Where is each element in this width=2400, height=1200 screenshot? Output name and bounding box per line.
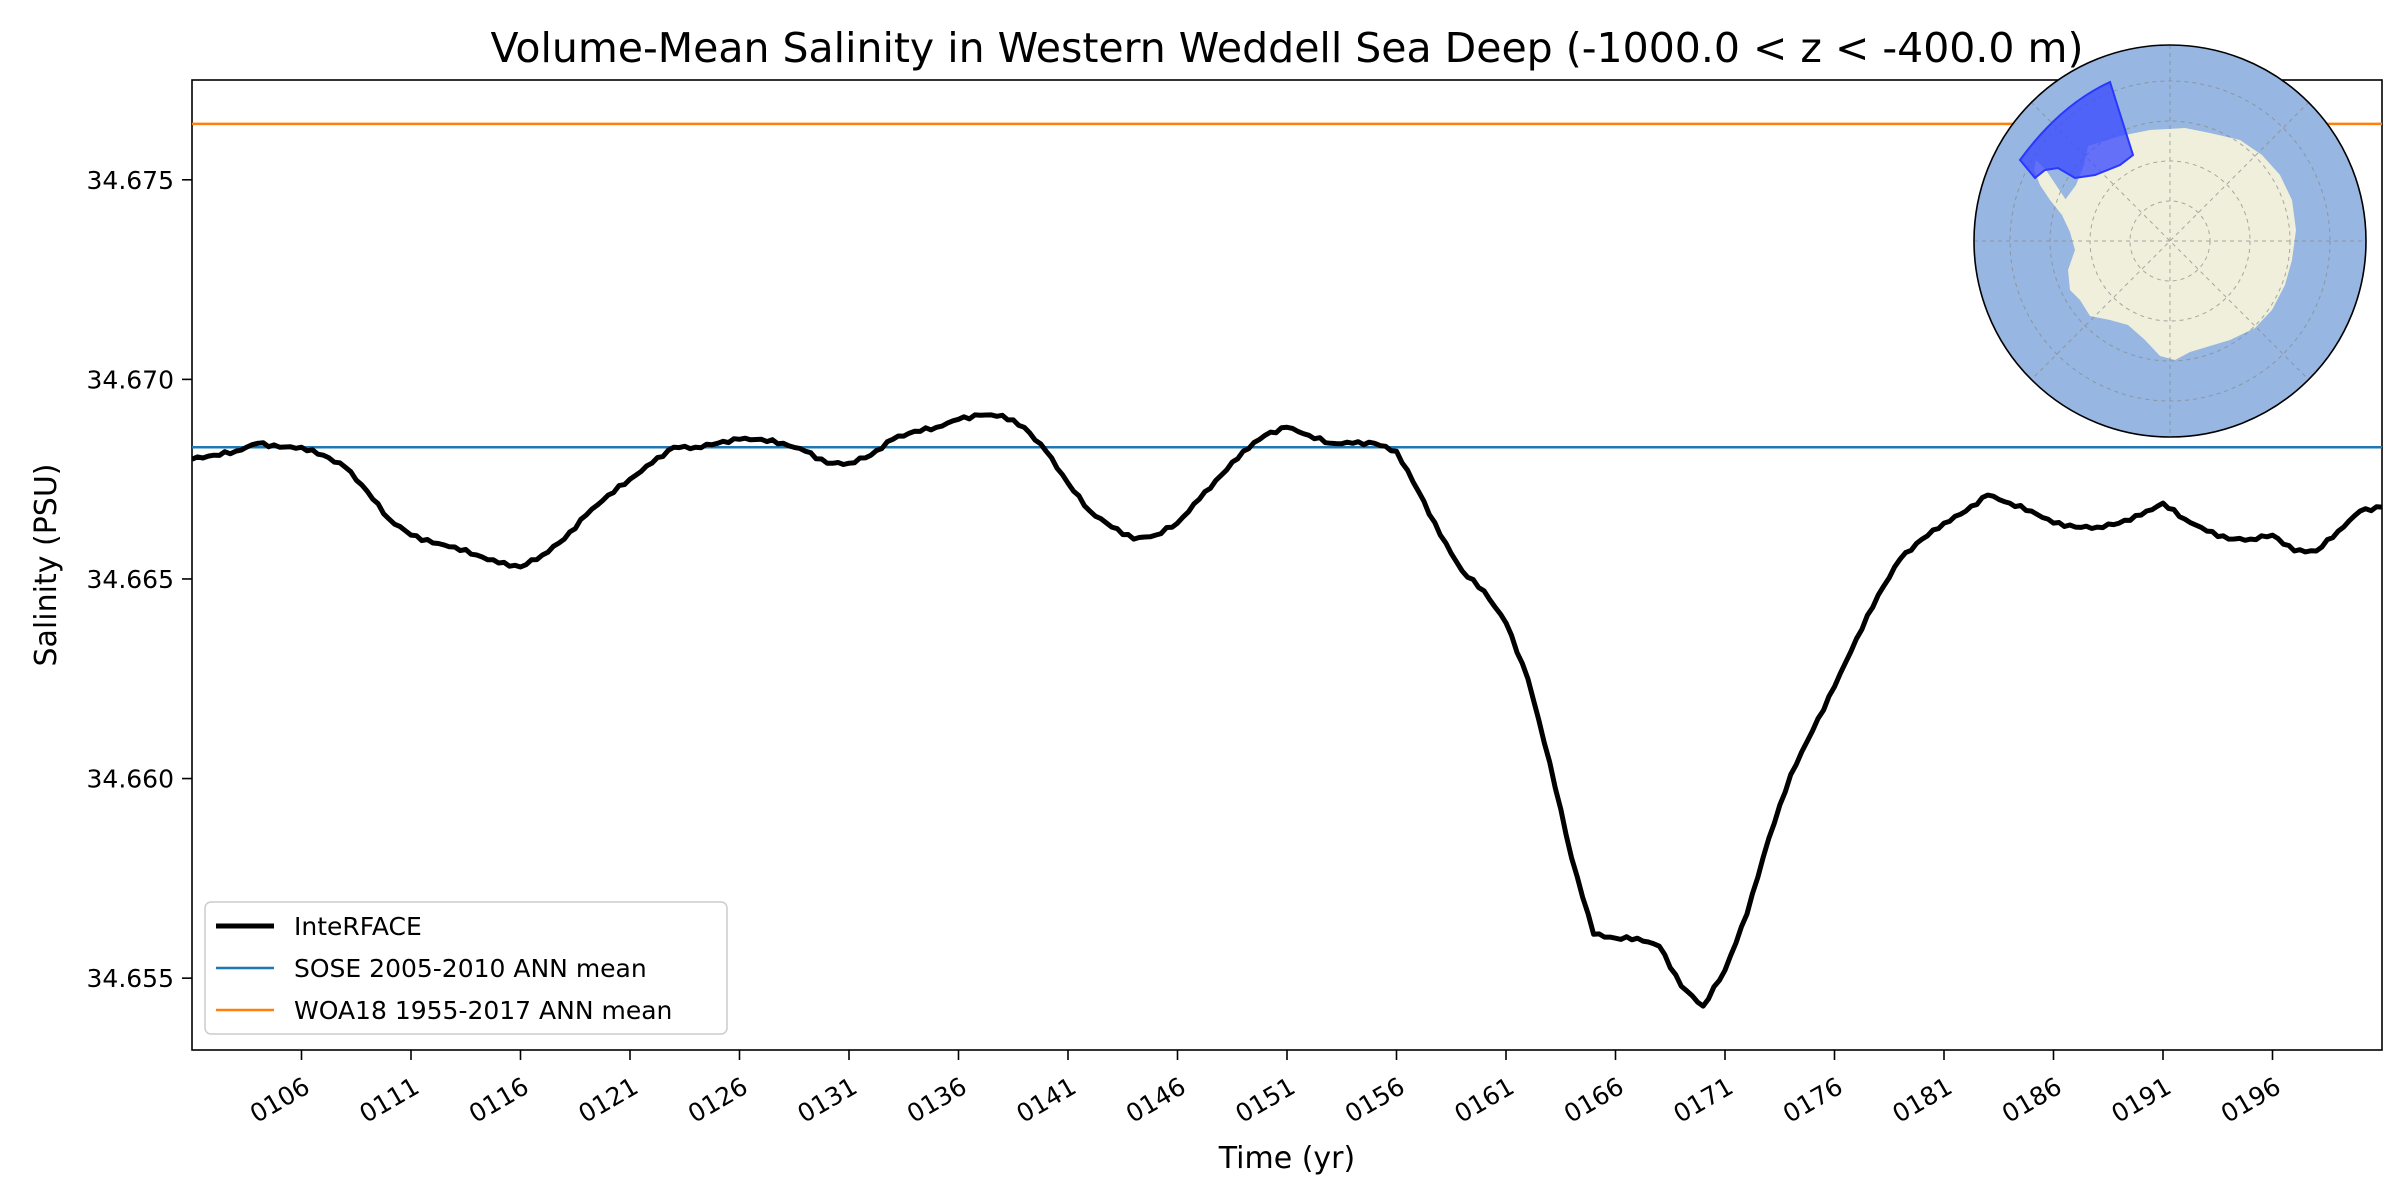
x-tick-label: 0186 bbox=[1997, 1072, 2067, 1129]
x-tick-label: 0116 bbox=[464, 1072, 534, 1129]
map-land bbox=[2062, 128, 2296, 360]
legend: InteRFACE SOSE 2005-2010 ANN mean WOA18 … bbox=[204, 901, 728, 1035]
x-tick-label: 0176 bbox=[1778, 1072, 1848, 1129]
x-tick-label: 0121 bbox=[573, 1072, 643, 1129]
x-tick-label: 0161 bbox=[1449, 1072, 1519, 1129]
y-tick-label: 34.670 bbox=[87, 365, 174, 394]
y-tick-label: 34.655 bbox=[87, 964, 174, 993]
y-tick-label: 34.660 bbox=[87, 765, 174, 794]
y-tick-label: 34.665 bbox=[87, 565, 174, 594]
legend-label-interface: InteRFACE bbox=[294, 912, 422, 941]
x-axis-label: Time (yr) bbox=[1218, 1141, 1355, 1176]
x-tick-label: 0136 bbox=[902, 1072, 972, 1129]
map-border bbox=[1973, 44, 2367, 438]
chart-title: Volume-Mean Salinity in Western Weddell … bbox=[491, 24, 2084, 72]
interface-series-line bbox=[192, 412, 2382, 1009]
x-tick-label: 0156 bbox=[1340, 1072, 1410, 1129]
x-tick-label: 0171 bbox=[1668, 1072, 1738, 1129]
legend-label-sose: SOSE 2005-2010 ANN mean bbox=[294, 954, 647, 983]
x-tick-label: 0191 bbox=[2106, 1072, 2176, 1129]
legend-box bbox=[204, 901, 728, 1035]
antarctica-region-map-icon bbox=[1973, 44, 2367, 438]
x-tick-label: 0146 bbox=[1121, 1072, 1191, 1129]
x-tick-label: 0196 bbox=[2216, 1072, 2286, 1129]
map-peninsula bbox=[2034, 160, 2066, 215]
x-tick-label: 0181 bbox=[1887, 1072, 1957, 1129]
map-highlight-region bbox=[2018, 80, 2135, 180]
x-tick-label: 0131 bbox=[792, 1072, 862, 1129]
x-tick-label: 0166 bbox=[1559, 1072, 1629, 1129]
x-tick-label: 0151 bbox=[1230, 1072, 1300, 1129]
y-axis-label: Salinity (PSU) bbox=[29, 464, 64, 667]
x-tick-label: 0126 bbox=[683, 1072, 753, 1129]
y-tick-label: 34.675 bbox=[87, 166, 174, 195]
x-tick-label: 0106 bbox=[245, 1072, 315, 1129]
x-tick-label: 0111 bbox=[354, 1072, 424, 1129]
x-tick-label: 0141 bbox=[1011, 1072, 1081, 1129]
legend-label-woa18: WOA18 1955-2017 ANN mean bbox=[294, 996, 672, 1025]
